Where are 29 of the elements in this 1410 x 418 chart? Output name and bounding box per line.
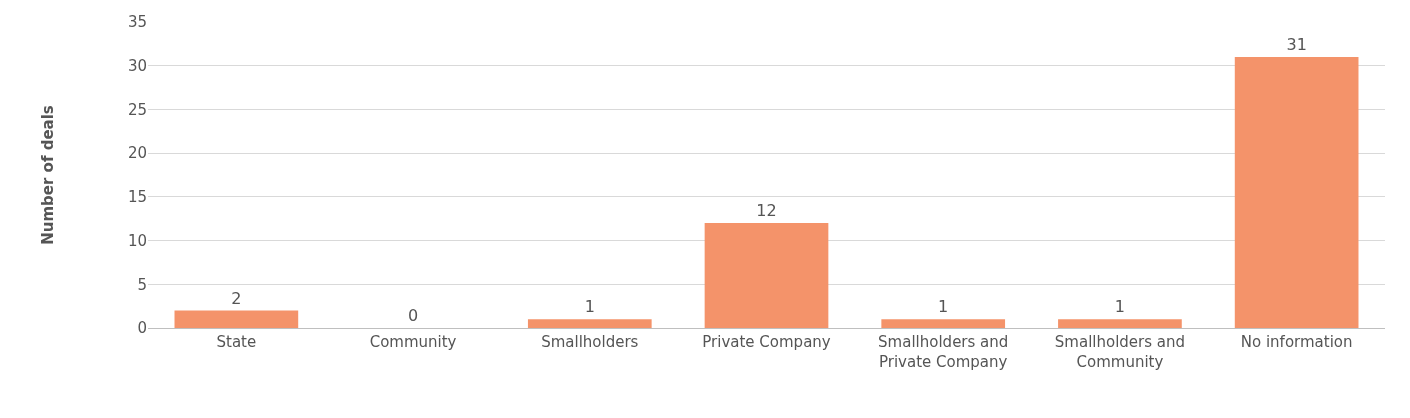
data-label: 1 <box>938 297 949 317</box>
x-tick-label: Private Company <box>702 333 831 351</box>
bar <box>174 310 299 328</box>
y-tick-label: 5 <box>137 275 147 294</box>
bar <box>1234 56 1359 328</box>
bar <box>704 223 829 328</box>
bar <box>881 319 1006 328</box>
data-label: 1 <box>1114 297 1126 317</box>
data-label: 1 <box>584 297 595 317</box>
y-tick-label: 15 <box>127 188 147 207</box>
data-label: 31 <box>1286 34 1307 54</box>
bar <box>1058 319 1182 328</box>
x-tick-label: Community <box>369 333 457 351</box>
bar <box>527 319 652 328</box>
x-tick-label: Smallholders and Community <box>1054 333 1186 371</box>
x-tick-label: Smallholders <box>541 333 639 351</box>
y-tick-label: 20 <box>127 144 147 163</box>
data-label: 0 <box>407 306 419 325</box>
data-label: 12 <box>756 201 777 221</box>
x-tick-label: No information <box>1240 333 1353 351</box>
y-tick-label: 25 <box>127 100 147 119</box>
y-tick-label: 35 <box>127 13 147 32</box>
y-tick-label: 30 <box>127 56 147 75</box>
y-tick-label: 0 <box>137 319 147 338</box>
y-tick-label: 10 <box>127 231 147 250</box>
x-tick-label: Smallholders and Private Company <box>878 333 1009 371</box>
y-axis-title: Number of deals <box>39 105 58 245</box>
data-label: 2 <box>231 288 242 308</box>
x-tick-label: State <box>216 333 257 351</box>
